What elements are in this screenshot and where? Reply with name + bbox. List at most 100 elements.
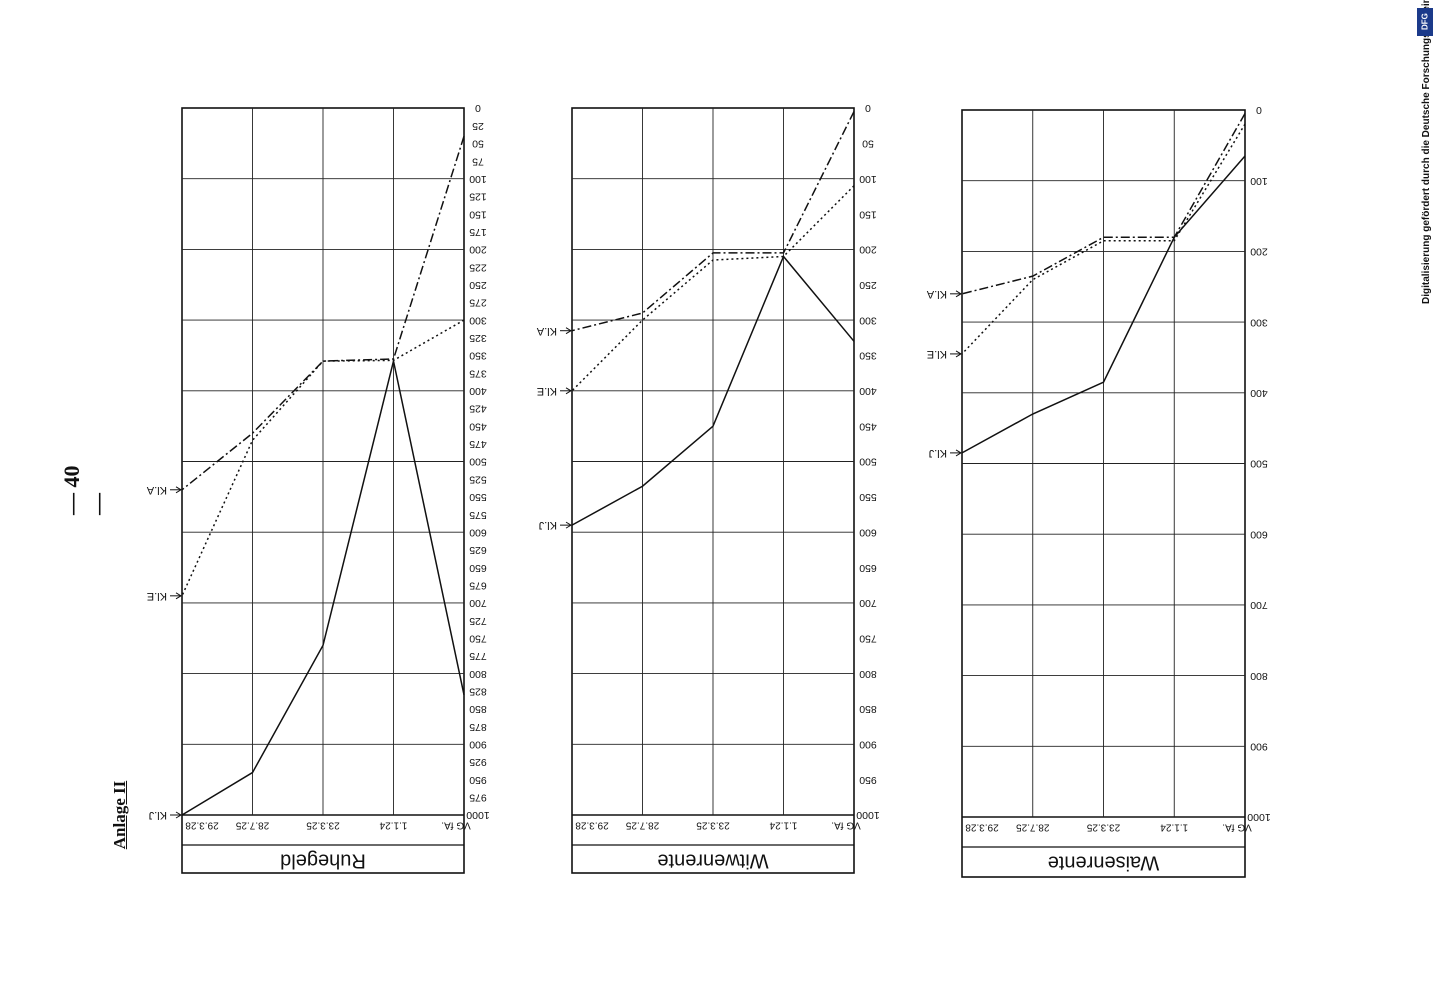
y-tick-label: 900 bbox=[1250, 741, 1268, 753]
y-tick-label: 850 bbox=[859, 703, 877, 715]
y-tick-label: 600 bbox=[469, 526, 487, 538]
y-tick-label: 250 bbox=[469, 279, 487, 291]
y-tick-label: 125 bbox=[469, 191, 487, 203]
x-tick-label: 1.1.24 bbox=[769, 819, 797, 830]
series-label: Kl.A bbox=[146, 484, 167, 496]
series-label: Kl.J bbox=[929, 447, 947, 459]
x-tick-label: VG fA. bbox=[831, 819, 860, 830]
y-tick-label: 800 bbox=[859, 668, 877, 680]
y-tick-label: 350 bbox=[469, 350, 487, 362]
y-tick-label: 400 bbox=[859, 385, 877, 397]
y-tick-label: 500 bbox=[1250, 458, 1268, 470]
y-tick-label: 500 bbox=[859, 456, 877, 468]
x-tick-label: VG fA. bbox=[441, 819, 470, 830]
label-arrow-head bbox=[565, 327, 572, 335]
y-tick-label: 500 bbox=[469, 456, 487, 468]
x-tick-label: 1.1.24 bbox=[1160, 821, 1188, 832]
y-tick-label: 650 bbox=[859, 562, 877, 574]
label-arrow-head bbox=[175, 486, 182, 494]
y-tick-label: 550 bbox=[469, 491, 487, 503]
y-tick-label: 450 bbox=[469, 420, 487, 432]
label-arrow-head bbox=[175, 592, 182, 600]
y-tick-label: 0 bbox=[1256, 104, 1262, 116]
y-tick-label: 625 bbox=[469, 544, 487, 556]
y-tick-label: 925 bbox=[469, 756, 487, 768]
y-tick-label: 800 bbox=[1250, 670, 1268, 682]
y-tick-label: 225 bbox=[469, 261, 487, 273]
y-tick-label: 25 bbox=[472, 120, 484, 132]
y-tick-label: 200 bbox=[859, 244, 877, 256]
chart-title: Waisenrente bbox=[1048, 852, 1160, 874]
series-line-klj bbox=[961, 155, 1246, 454]
y-tick-label: 575 bbox=[469, 509, 487, 521]
y-tick-label: 400 bbox=[1250, 387, 1268, 399]
y-tick-label: 900 bbox=[859, 739, 877, 751]
y-tick-label: 150 bbox=[859, 208, 877, 220]
y-tick-label: 100 bbox=[859, 173, 877, 185]
series-label: Kl.A bbox=[536, 325, 557, 337]
series-line-kla bbox=[961, 113, 1246, 295]
y-tick-label: 850 bbox=[469, 703, 487, 715]
y-tick-label: 775 bbox=[469, 650, 487, 662]
y-tick-label: 200 bbox=[469, 244, 487, 256]
y-tick-label: 700 bbox=[469, 597, 487, 609]
y-tick-label: 675 bbox=[469, 579, 487, 591]
series-label: Kl.A bbox=[926, 288, 947, 300]
dfg-notice: Digitalisierung gefördert durch die Deut… bbox=[1421, 0, 1432, 304]
series-line-kle bbox=[571, 185, 855, 392]
y-tick-label: 600 bbox=[1250, 528, 1268, 540]
y-tick-label: 275 bbox=[469, 297, 487, 309]
y-tick-label: 300 bbox=[469, 314, 487, 326]
series-line-klj bbox=[571, 255, 855, 526]
y-tick-label: 475 bbox=[469, 438, 487, 450]
series-label: Kl.E bbox=[927, 348, 947, 360]
y-tick-label: 1000 bbox=[1247, 811, 1271, 823]
label-arrow-head bbox=[565, 521, 572, 529]
y-tick-label: 75 bbox=[472, 155, 484, 167]
y-tick-label: 300 bbox=[859, 314, 877, 326]
series-line-kle bbox=[181, 319, 465, 597]
y-tick-label: 100 bbox=[469, 173, 487, 185]
y-tick-label: 900 bbox=[469, 739, 487, 751]
y-tick-label: 600 bbox=[859, 526, 877, 538]
series-label: Kl.E bbox=[537, 385, 557, 397]
chart-title: Witwenrente bbox=[657, 850, 768, 872]
label-arrow-head bbox=[175, 811, 182, 819]
y-tick-label: 150 bbox=[469, 208, 487, 220]
y-tick-label: 200 bbox=[1250, 246, 1268, 258]
series-line-kle bbox=[961, 123, 1246, 355]
y-tick-label: 700 bbox=[1250, 599, 1268, 611]
x-tick-label: 23.3.25 bbox=[1086, 821, 1120, 832]
y-tick-label: 0 bbox=[865, 102, 871, 114]
y-tick-label: 950 bbox=[469, 774, 487, 786]
series-line-kla bbox=[571, 111, 855, 332]
y-tick-label: 100 bbox=[1250, 175, 1268, 187]
x-tick-label: VG fA. bbox=[1222, 821, 1251, 832]
y-tick-label: 750 bbox=[469, 632, 487, 644]
y-tick-label: 750 bbox=[859, 632, 877, 644]
dfg-logo-icon: DFG bbox=[1417, 8, 1433, 36]
series-line-kla bbox=[181, 136, 465, 491]
y-tick-label: 1000 bbox=[466, 809, 490, 821]
y-tick-label: 325 bbox=[469, 332, 487, 344]
y-tick-label: 650 bbox=[469, 562, 487, 574]
y-tick-label: 700 bbox=[859, 597, 877, 609]
y-tick-label: 50 bbox=[472, 138, 484, 150]
y-tick-label: 875 bbox=[469, 721, 487, 733]
x-tick-label: 23.3.25 bbox=[306, 819, 340, 830]
y-tick-label: 0 bbox=[475, 102, 481, 114]
y-tick-label: 800 bbox=[469, 668, 487, 680]
y-tick-label: 450 bbox=[859, 420, 877, 432]
y-tick-label: 975 bbox=[469, 792, 487, 804]
series-label: Kl.J bbox=[539, 519, 557, 531]
y-tick-label: 250 bbox=[859, 279, 877, 291]
series-label: Kl.E bbox=[147, 590, 167, 602]
y-tick-label: 425 bbox=[469, 403, 487, 415]
y-tick-label: 950 bbox=[859, 774, 877, 786]
x-tick-label: 29.3.28 bbox=[575, 819, 609, 830]
y-tick-label: 1000 bbox=[856, 809, 880, 821]
y-tick-label: 50 bbox=[862, 138, 874, 150]
y-tick-label: 350 bbox=[859, 350, 877, 362]
x-tick-label: 28.7.25 bbox=[625, 819, 659, 830]
